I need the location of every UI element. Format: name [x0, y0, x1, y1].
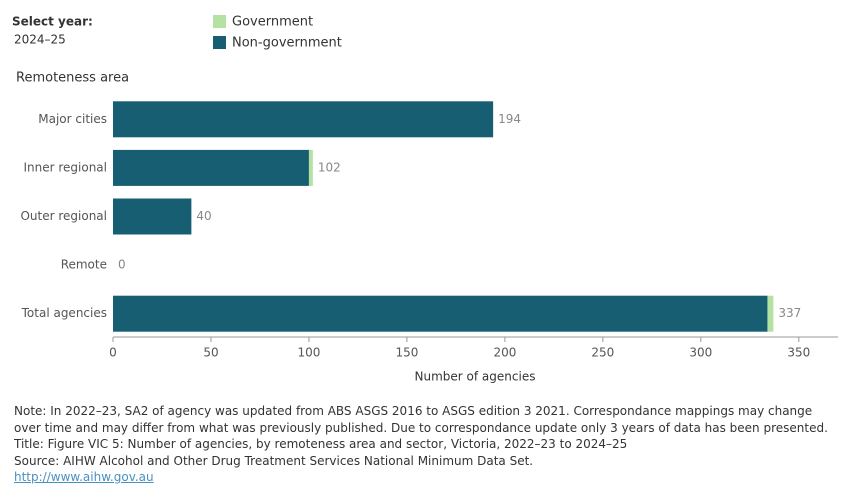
x-axis-title: Number of agencies — [415, 370, 536, 384]
chart: Select year: 2024–25 Remoteness area Num… — [12, 15, 838, 384]
note-line: Title: Figure VIC 5: Number of agencies,… — [14, 437, 628, 451]
x-tick-label: 0 — [109, 346, 117, 360]
legend-swatch — [213, 36, 226, 49]
x-tick-label: 200 — [493, 346, 516, 360]
legend-label: Non-government — [232, 36, 342, 51]
y-tick-label: Remote — [61, 258, 107, 272]
filter-label: Select year: — [12, 15, 93, 29]
total-label: 0 — [118, 258, 126, 272]
x-tick-label: 300 — [689, 346, 712, 360]
y-axis-title: Remoteness area — [16, 71, 129, 86]
x-tick-label: 350 — [787, 346, 810, 360]
notes: Note: In 2022–23, SA2 of agency was upda… — [14, 403, 836, 486]
total-label: 102 — [318, 160, 341, 174]
total-label: 40 — [196, 209, 211, 223]
bar-segment — [308, 149, 313, 186]
x-tick-label: 150 — [395, 346, 418, 360]
x-tick-label: 100 — [297, 346, 320, 360]
bar-segment — [113, 198, 192, 235]
y-tick-label: Outer regional — [20, 209, 107, 223]
y-tick-label: Major cities — [38, 112, 107, 126]
bar-segment — [767, 295, 774, 332]
bar-segment — [113, 149, 309, 186]
legend-label: Government — [232, 15, 313, 30]
total-label: 194 — [498, 112, 521, 126]
x-tick-label: 50 — [203, 346, 218, 360]
legend-swatch — [213, 15, 226, 28]
y-tick-label: Inner regional — [23, 160, 107, 174]
x-tick-label: 250 — [591, 346, 614, 360]
note-line: Note: In 2022–23, SA2 of agency was upda… — [14, 404, 828, 435]
bar-segment — [113, 295, 768, 332]
total-label: 337 — [778, 306, 801, 320]
y-tick-label: Total agencies — [21, 306, 107, 320]
source-link[interactable]: http://www.aihw.gov.au — [14, 470, 154, 484]
filter-value[interactable]: 2024–25 — [14, 33, 66, 47]
bar-segment — [113, 101, 494, 138]
note-line: Source: AIHW Alcohol and Other Drug Trea… — [14, 453, 534, 468]
